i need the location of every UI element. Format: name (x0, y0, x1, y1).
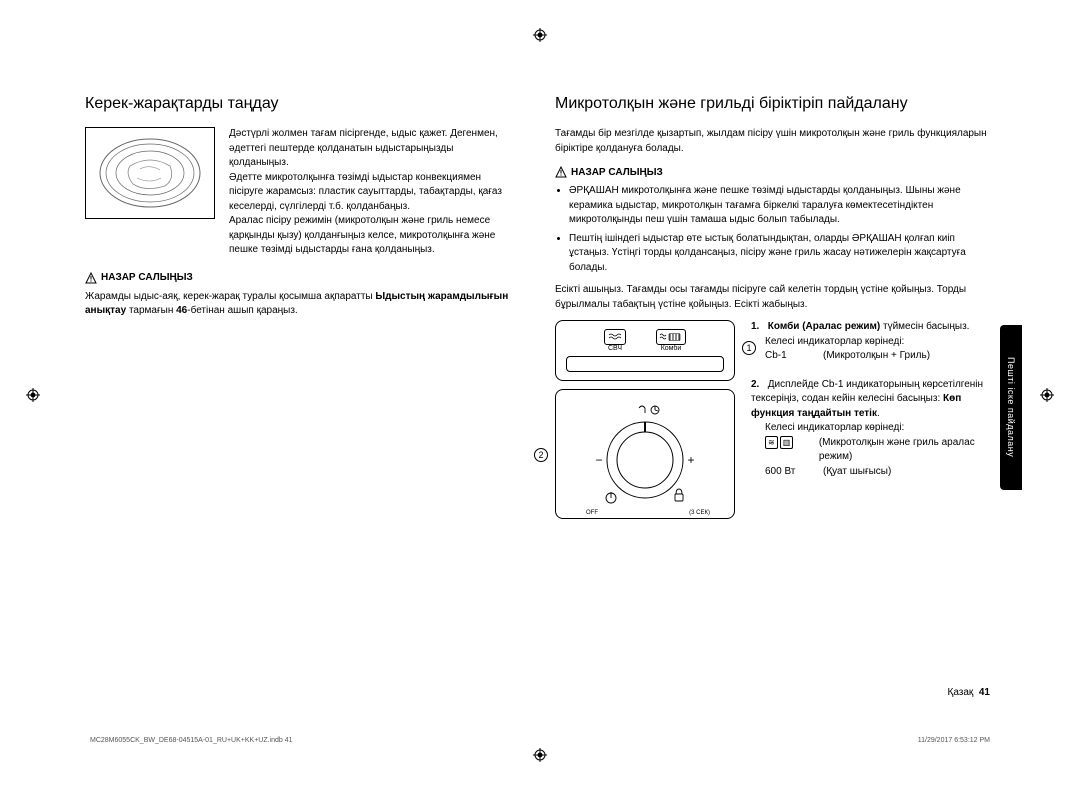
print-mark-right (1040, 388, 1054, 402)
open-door-text: Есікті ашыңыз. Тағамды осы тағамды пісір… (555, 283, 995, 312)
svg-text:−: − (595, 453, 602, 467)
left-column: Керек-жарақтарды таңдау Дәстүрлі жолмен … (85, 95, 515, 519)
step-2-num: 2. (751, 378, 765, 393)
cb1-desc: (Микротолқын + Гриль) (823, 349, 930, 364)
footer-lang: Қазақ (948, 687, 974, 698)
left-title: Керек-жарақтарды таңдау (85, 95, 515, 113)
sec-label: (3 СЕК) (689, 510, 710, 516)
mode-combi: Комби (656, 329, 686, 352)
right-warning-heading: НАЗАР САЛЫҢЫЗ (555, 166, 995, 178)
warn-page-ref: 46 (176, 305, 187, 316)
warning-bullets: ӘРҚАШАН микротолқынға және пешке төзімді… (555, 184, 995, 275)
footer-pagenum: 41 (979, 687, 990, 698)
warn-seg-1: Жарамды ыдыс-аяқ, керек-жарақ туралы қос… (85, 291, 375, 302)
cb1-label: Cb-1 (765, 349, 815, 364)
mode-row: СВЧ Комби (564, 329, 726, 352)
off-label: OFF (586, 510, 598, 516)
step-1-ind: Келесі индикаторлар көрінеді: (765, 335, 904, 350)
step-1-lead: Комби (Аралас режим) (768, 321, 880, 332)
dial-panel: − + OFF (3 СЕК) 2 (555, 389, 735, 519)
warning-icon (555, 166, 567, 178)
svch-label: СВЧ (608, 345, 622, 352)
step-2: 2. Дисплейде Cb-1 индикаторының көрсетіл… (751, 378, 995, 480)
step-2-ind: Келесі индикаторлар көрінеді: (765, 421, 904, 436)
left-warn-label: НАЗАР САЛЫҢЫЗ (101, 272, 193, 283)
callout-1: 1 (742, 341, 756, 355)
warn-seg-3: -бетінан ашып қараңыз. (187, 305, 297, 316)
combi-row: СВЧ Комби 1 (555, 320, 995, 519)
warning-icon (85, 272, 97, 284)
warn-seg-2: тармағын (126, 305, 176, 316)
right-title: Микротолқын және грильді біріктіріп пайд… (555, 95, 995, 113)
step-1-indicator-row: Cb-1 (Микротолқын + Гриль) (765, 349, 995, 364)
wave-small-icon: ≋ (765, 436, 778, 450)
step-1-num: 1. (751, 320, 765, 335)
step-2-indicator-row-1: ≋▥ (Микротолқын және гриль аралас режим) (765, 436, 995, 465)
print-mark-left (26, 388, 40, 402)
step-1-tail: түймесін басыңыз. (880, 321, 969, 332)
step-2-tail: . (877, 408, 880, 419)
combi-icon (656, 329, 686, 345)
print-mark-top (533, 28, 547, 42)
mode-panel: СВЧ Комби 1 (555, 320, 735, 381)
grill-small-icon: ▥ (780, 436, 794, 450)
side-tab: Пешті іске пайдалану (1000, 325, 1022, 490)
page-content: Керек-жарақтарды таңдау Дәстүрлі жолмен … (85, 95, 995, 519)
bullet-2: Пештің ішіндегі ыдыстар өте ыстық болаты… (569, 232, 995, 276)
left-warn-body: Жарамды ыдыс-аяқ, керек-жарақ туралы қос… (85, 290, 515, 319)
watt-label: 600 Вт (765, 465, 815, 480)
svch-icon (604, 329, 626, 345)
print-mark-bottom (533, 748, 547, 762)
intro-row: Дәстүрлі жолмен тағам пісіргенде, ыдыс қ… (85, 127, 515, 258)
footer-file: MC28M6055CK_BW_DE68-04515A-01_RU+UK+KK+U… (90, 737, 293, 744)
left-warning-heading: НАЗАР САЛЫҢЫЗ (85, 272, 515, 284)
mode-desc: (Микротолқын және гриль аралас режим) (819, 436, 995, 465)
callout-2: 2 (534, 448, 548, 462)
step-1: 1. Комби (Аралас режим) түймесін басыңыз… (751, 320, 995, 364)
svg-text:+: + (687, 453, 694, 467)
right-column: Микротолқын және грильді біріктіріп пайд… (555, 95, 995, 519)
bullet-1: ӘРҚАШАН микротолқынға және пешке төзімді… (569, 184, 995, 228)
mode-svch: СВЧ (604, 329, 626, 352)
display-rect (566, 356, 724, 372)
left-intro-text: Дәстүрлі жолмен тағам пісіргенде, ыдыс қ… (229, 127, 515, 258)
steps-column: 1. Комби (Аралас режим) түймесін басыңыз… (751, 320, 995, 519)
control-panel-figure: СВЧ Комби 1 (555, 320, 735, 519)
watt-desc: (Қуат шығысы) (823, 465, 891, 480)
mode-icons: ≋▥ (765, 436, 811, 465)
right-warn-label: НАЗАР САЛЫҢЫЗ (571, 167, 663, 178)
step-2-indicator-row-2: 600 Вт (Қуат шығысы) (765, 465, 995, 480)
footer-page-number: Қазақ 41 (948, 687, 990, 698)
combi-label: Комби (661, 345, 682, 352)
plate-figure (85, 127, 215, 219)
footer-time: 11/29/2017 6:53:12 PM (918, 737, 990, 744)
right-intro: Тағамды бір мезгілде қызартып, жылдам пі… (555, 127, 995, 156)
